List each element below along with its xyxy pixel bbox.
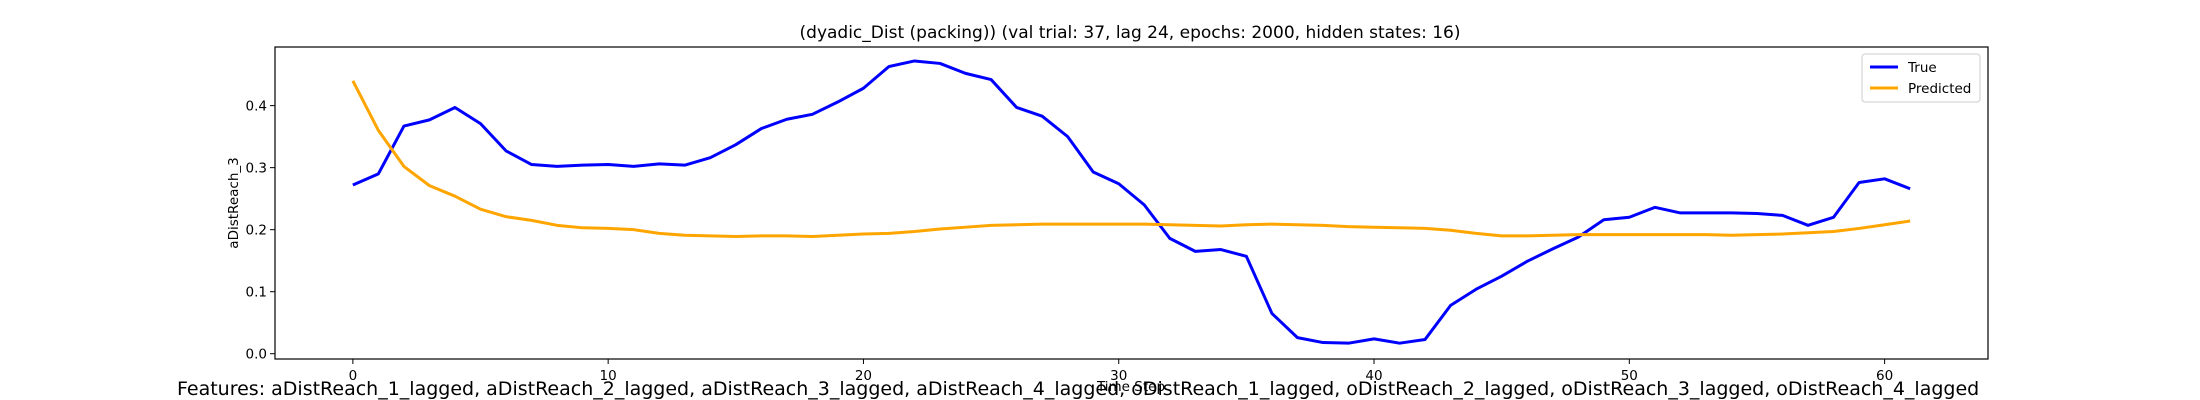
x-tick-label: 40: [1365, 368, 1382, 384]
x-tick-label: 60: [1876, 368, 1893, 384]
legend-label-true: True: [1907, 60, 1937, 76]
axes-frame: [274, 46, 1989, 360]
y-axis-label: aDistReach_3: [226, 157, 242, 248]
y-tick-label: 0.2: [246, 223, 267, 239]
y-tick-label: 0.0: [246, 347, 267, 363]
features-text: Features: aDistReach_1_lagged, aDistReac…: [177, 378, 1980, 400]
x-tick-label: 10: [600, 368, 617, 384]
y-axis: 0.0 0.1 0.2 0.3 0.4: [246, 99, 275, 363]
plot-area: [351, 59, 1911, 345]
x-axis-label: Time Step: [1096, 379, 1165, 395]
x-tick-label: 30: [1110, 368, 1127, 384]
legend-label-predicted: Predicted: [1908, 81, 1971, 97]
series-line-true: [352, 59, 1911, 345]
x-axis: 0 10 20 30 40 50 60: [349, 359, 1893, 384]
x-tick-label: 0: [349, 368, 358, 384]
chart-title: (dyadic_Dist (packing)) (val trial: 37, …: [800, 23, 1461, 43]
series-line-predicted: [351, 80, 1911, 238]
y-tick-label: 0.1: [246, 285, 267, 301]
x-tick-label: 50: [1621, 368, 1638, 384]
x-tick-label: 20: [855, 368, 872, 384]
y-tick-label: 0.3: [246, 161, 267, 177]
legend: True Predicted: [1861, 53, 1981, 103]
y-tick-label: 0.4: [246, 99, 267, 115]
